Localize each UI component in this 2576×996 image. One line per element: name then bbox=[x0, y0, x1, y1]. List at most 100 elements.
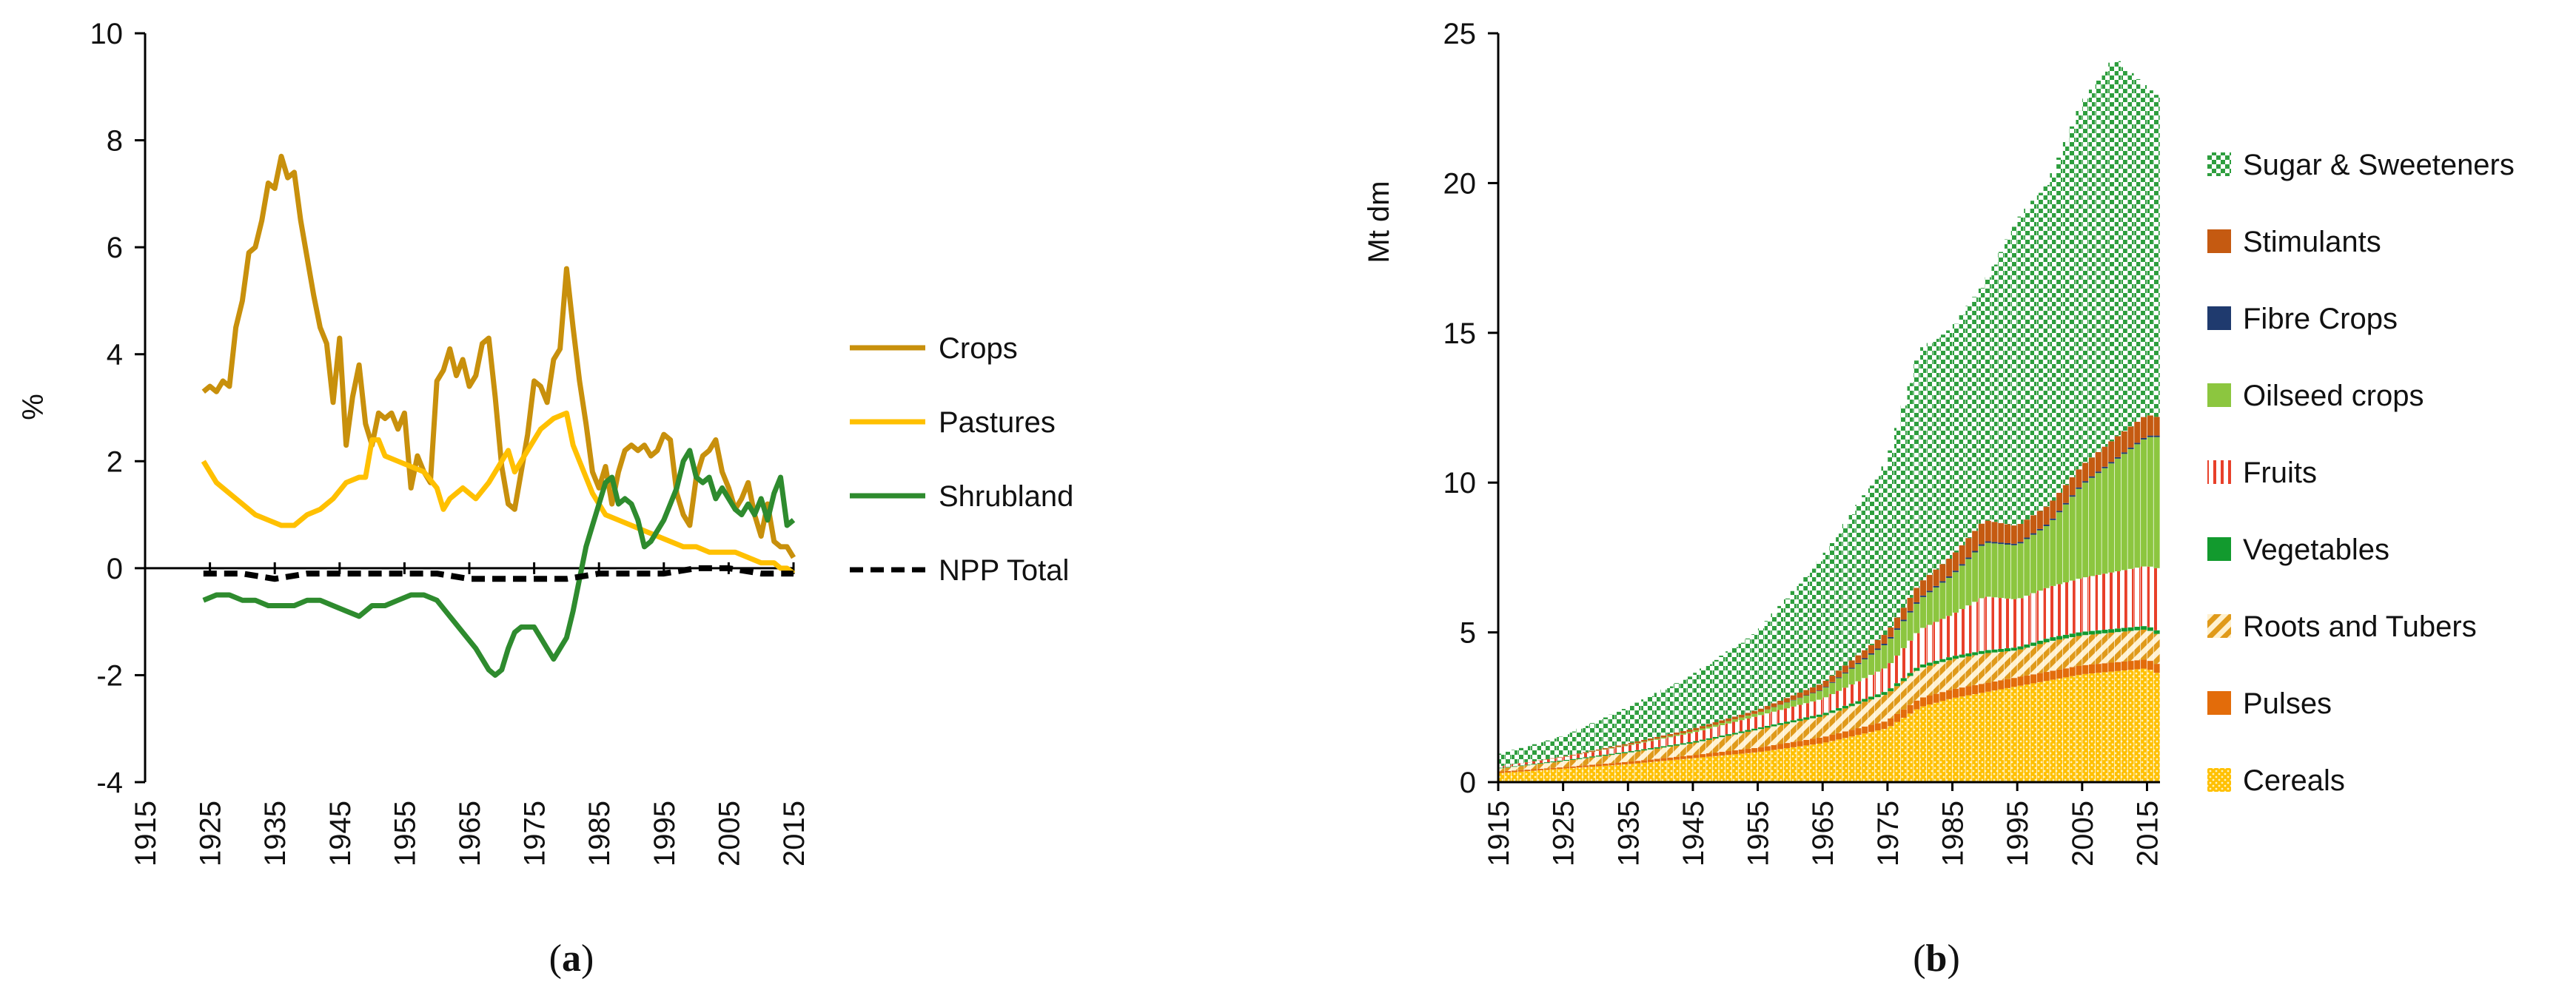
bar-vegetables bbox=[1829, 710, 1836, 713]
bar-roots-and-tubers bbox=[1667, 746, 1674, 758]
bar-oilseed-crops bbox=[2043, 525, 2050, 588]
bar-stimulants bbox=[2030, 515, 2037, 534]
bar-sugar-and-sweeteners bbox=[1589, 723, 1596, 751]
bar-fibre-crops bbox=[1874, 648, 1881, 650]
bar-sugar-and-sweeteners bbox=[1822, 552, 1829, 681]
bar-oilseed-crops bbox=[1771, 707, 1777, 712]
bar-sugar-and-sweeteners bbox=[1764, 621, 1771, 707]
bar-pulses bbox=[1926, 696, 1933, 705]
bar-vegetables bbox=[1816, 714, 1822, 717]
bar-cereals bbox=[2134, 669, 2141, 782]
bar-pulses bbox=[1751, 747, 1758, 753]
bar-pulses bbox=[1803, 739, 1810, 746]
bar-fruits bbox=[1686, 733, 1693, 743]
panel-a-x-tick-label: 1975 bbox=[519, 801, 551, 867]
bar-oilseed-crops bbox=[2005, 544, 2011, 599]
bar-fruits bbox=[1829, 693, 1836, 711]
bar-sugar-and-sweeteners bbox=[1731, 647, 1738, 717]
bar-vegetables bbox=[1978, 650, 1985, 654]
bar-stimulants bbox=[2062, 485, 2069, 503]
panel-a-y-axis-title: % bbox=[17, 394, 50, 420]
bar-roots-and-tubers bbox=[1939, 662, 1946, 693]
bar-pulses bbox=[1537, 768, 1543, 770]
bar-stimulants bbox=[1978, 523, 1985, 545]
bar-roots-and-tubers bbox=[1855, 704, 1862, 729]
bar-oilseed-crops bbox=[1725, 721, 1732, 724]
bar-fibre-crops bbox=[2134, 443, 2141, 445]
bar-stimulants bbox=[1660, 735, 1667, 738]
bar-oilseed-crops bbox=[2134, 444, 2141, 568]
bar-sugar-and-sweeteners bbox=[1557, 736, 1563, 758]
bar-pulses bbox=[2056, 669, 2063, 679]
bar-vegetables bbox=[1933, 661, 1939, 664]
bar-roots-and-tubers bbox=[1738, 733, 1745, 750]
bar-cereals bbox=[2069, 676, 2076, 782]
bar-vegetables bbox=[1868, 696, 1874, 700]
bar-fibre-crops bbox=[2147, 435, 2153, 437]
bar-roots-and-tubers bbox=[1829, 713, 1836, 735]
bar-cereals bbox=[1731, 754, 1738, 782]
bar-fruits bbox=[1991, 597, 1998, 650]
bar-pulses bbox=[1790, 741, 1797, 747]
bar-pulses bbox=[1952, 688, 1959, 698]
legend-label-stimulants: Stimulants bbox=[2243, 226, 2381, 258]
bar-fibre-crops bbox=[2115, 457, 2121, 459]
bar-pulses bbox=[1498, 771, 1505, 773]
bar-fibre-crops bbox=[1862, 658, 1868, 660]
bar-pulses bbox=[1641, 760, 1648, 763]
bar-cereals bbox=[1576, 767, 1583, 782]
bar-fibre-crops bbox=[1972, 551, 1979, 553]
bar-sugar-and-sweeteners bbox=[2102, 71, 2108, 447]
bar-fruits bbox=[2005, 598, 2011, 649]
bar-pulses bbox=[1874, 723, 1881, 731]
legend-swatch-cereals bbox=[2207, 768, 2231, 792]
bar-stimulants bbox=[1933, 569, 1939, 586]
bar-cereals bbox=[1511, 772, 1517, 782]
bar-cereals bbox=[1803, 745, 1810, 782]
bar-vegetables bbox=[2121, 627, 2127, 632]
bar-roots-and-tubers bbox=[2108, 633, 2115, 663]
bar-stimulants bbox=[2017, 523, 2024, 542]
bar-fruits bbox=[1881, 668, 1888, 693]
bar-cereals bbox=[2095, 673, 2102, 782]
bar-pulses bbox=[2030, 674, 2037, 684]
bar-sugar-and-sweeteners bbox=[2127, 73, 2134, 427]
bar-vegetables bbox=[2030, 642, 2037, 646]
bar-vegetables bbox=[1660, 746, 1667, 748]
bar-oilseed-crops bbox=[2102, 468, 2108, 574]
series-line-pastures bbox=[201, 410, 796, 576]
bar-stimulants bbox=[1641, 739, 1648, 742]
bar-vegetables bbox=[1576, 758, 1583, 759]
bar-sugar-and-sweeteners bbox=[1505, 751, 1512, 765]
bar-stimulants bbox=[1894, 617, 1901, 629]
bar-fibre-crops bbox=[1855, 662, 1862, 664]
bar-oilseed-crops bbox=[1888, 638, 1894, 664]
bar-stimulants bbox=[1764, 706, 1771, 710]
bar-fruits bbox=[1848, 684, 1855, 704]
bar-fruits bbox=[2050, 585, 2056, 638]
bar-cereals bbox=[1829, 741, 1836, 782]
bar-vegetables bbox=[1537, 763, 1543, 764]
bar-cereals bbox=[1628, 764, 1634, 782]
bar-sugar-and-sweeteners bbox=[1946, 330, 1953, 559]
bar-vegetables bbox=[2017, 646, 2024, 650]
bar-cereals bbox=[1641, 762, 1648, 782]
bar-roots-and-tubers bbox=[1842, 708, 1848, 732]
bar-oilseed-crops bbox=[1946, 577, 1953, 616]
bar-roots-and-tubers bbox=[1959, 657, 1965, 688]
bar-roots-and-tubers bbox=[2050, 640, 2056, 671]
bar-fruits bbox=[1628, 744, 1634, 752]
bar-roots-and-tubers bbox=[1933, 664, 1939, 694]
bar-cereals bbox=[1583, 767, 1589, 782]
bar-pulses bbox=[1881, 721, 1888, 730]
bar-vegetables bbox=[1790, 720, 1797, 723]
bar-sugar-and-sweeteners bbox=[1829, 542, 1836, 676]
bar-sugar-and-sweeteners bbox=[1894, 428, 1901, 618]
bar-fruits bbox=[1595, 750, 1602, 756]
bar-oilseed-crops bbox=[1719, 723, 1725, 725]
bar-pulses bbox=[2095, 664, 2102, 673]
bar-pulses bbox=[1505, 770, 1512, 773]
bar-roots-and-tubers bbox=[1557, 761, 1563, 768]
bar-roots-and-tubers bbox=[1771, 726, 1777, 745]
bar-stimulants bbox=[1790, 695, 1797, 700]
